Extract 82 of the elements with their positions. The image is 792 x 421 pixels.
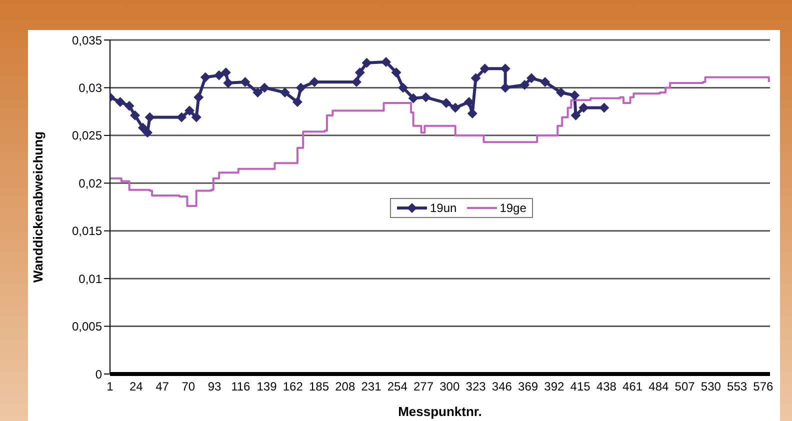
point: [500, 64, 510, 74]
x-tick-label: 346: [492, 380, 512, 394]
point: [144, 112, 155, 122]
point: [296, 82, 306, 93]
point: [398, 82, 408, 93]
point: [292, 97, 302, 108]
x-tick-label: 24: [129, 380, 144, 394]
point: [470, 73, 481, 84]
x-tick-label: 208: [335, 380, 356, 394]
x-tick-label: 576: [753, 380, 774, 394]
point: [214, 70, 224, 80]
point: [408, 93, 418, 104]
y-tick-label: 0,005: [72, 320, 102, 334]
y-axis-title: Wanddickenabweichung: [30, 131, 46, 283]
y-tick-label: 0,02: [78, 176, 102, 190]
x-tick-label: 93: [208, 380, 222, 394]
x-axis-title: Messpunktnr.: [398, 404, 482, 419]
x-tick-label: 254: [387, 380, 408, 394]
x-tick-label: 461: [622, 380, 643, 394]
x-tick-label: 116: [231, 380, 251, 394]
point: [420, 92, 431, 102]
point: [480, 64, 490, 74]
point: [556, 87, 566, 98]
point: [194, 92, 204, 102]
x-tick-label: 185: [309, 380, 330, 394]
point: [570, 110, 581, 120]
point: [464, 97, 474, 108]
point: [570, 90, 580, 100]
y-tick-label: 0,035: [72, 33, 102, 48]
point: [142, 128, 152, 138]
point: [115, 97, 126, 108]
point: [441, 98, 452, 108]
point: [526, 73, 536, 84]
x-tick-label: 70: [182, 380, 196, 394]
x-tick-label: 392: [544, 380, 564, 394]
point: [124, 100, 134, 111]
x-tick-label: 484: [648, 380, 670, 394]
x-tick-label: 277: [414, 380, 434, 394]
point: [184, 106, 195, 116]
point: [191, 112, 202, 122]
x-tick-label: 139: [256, 380, 278, 394]
point: [176, 112, 187, 122]
point: [450, 102, 460, 113]
x-tick-label: 300: [440, 380, 460, 394]
point: [130, 110, 140, 120]
x-tick-label: 369: [518, 380, 538, 394]
x-tick-label: 553: [727, 380, 748, 394]
x-tick-label: 415: [570, 380, 591, 394]
legend-label: 19ge: [498, 201, 526, 215]
point: [500, 82, 510, 93]
point: [381, 56, 392, 67]
x-tick-label: 47: [156, 380, 170, 394]
x-tick-label: 231: [361, 380, 382, 394]
point: [578, 102, 589, 113]
x-tick-label: 1: [106, 380, 114, 394]
y-tick-label: 0,015: [72, 224, 102, 238]
x-tick-label: 530: [700, 380, 722, 394]
point: [352, 76, 362, 87]
point: [391, 67, 402, 78]
y-tick-label: 0,03: [78, 80, 102, 95]
x-tick-label: 438: [596, 380, 617, 394]
point: [520, 80, 530, 90]
point: [362, 58, 372, 68]
point: [240, 76, 250, 87]
legend-label: 19un: [429, 201, 457, 215]
point: [540, 76, 550, 87]
point: [252, 87, 263, 98]
x-tick-label: 507: [674, 380, 696, 394]
point: [223, 78, 234, 88]
point: [220, 67, 231, 78]
x-tick-label: 162: [282, 380, 304, 394]
x-tick-label: 323: [466, 380, 486, 394]
point: [309, 76, 320, 87]
point: [354, 67, 365, 78]
y-tick-label: 0: [95, 367, 102, 382]
y-tick-label: 0,01: [78, 272, 102, 286]
point: [280, 87, 290, 98]
point: [200, 72, 210, 82]
point: [599, 102, 610, 113]
point: [259, 82, 270, 93]
y-tick-label: 0,025: [72, 128, 102, 143]
point: [138, 122, 148, 133]
